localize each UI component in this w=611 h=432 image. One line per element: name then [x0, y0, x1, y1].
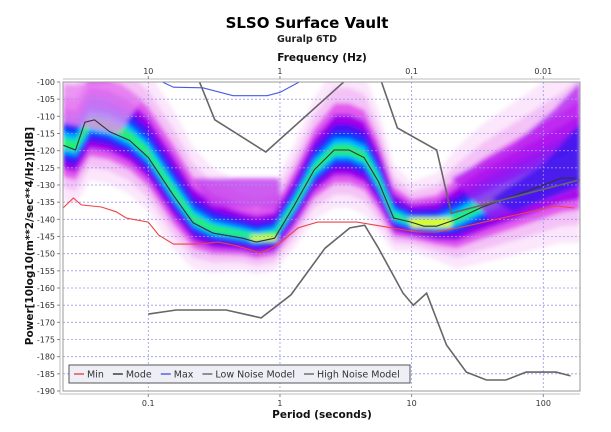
series-max-line	[162, 82, 300, 97]
y-tick-label: -130	[37, 181, 55, 190]
y-tick-label: -105	[37, 95, 55, 104]
y-tick-label: -180	[37, 353, 55, 362]
x2-tick-label: 0.01	[534, 67, 552, 76]
y-tick-label: -125	[37, 164, 55, 173]
legend-mode-label: Mode	[126, 370, 152, 381]
x-tick-label: 100	[536, 399, 551, 408]
y-tick-label: -175	[37, 336, 55, 345]
y-tick-label: -120	[37, 147, 55, 156]
series-lines	[63, 82, 580, 381]
y-tick-label: -155	[37, 267, 55, 276]
legend-low-noise-model-label: Low Noise Model	[215, 370, 295, 381]
x2-tick-label: 0.1	[405, 67, 418, 76]
y-tick-label: -160	[37, 284, 55, 293]
pdf-core-long-period	[490, 123, 580, 213]
y-tick-label: -170	[37, 318, 55, 327]
x-tick-label: 0.1	[142, 399, 155, 408]
legend-high-noise-model-label: High Noise Model	[317, 370, 400, 381]
y-tick-label: -185	[37, 370, 55, 379]
y-tick-label: -110	[37, 112, 55, 121]
pdf-layer-6	[63, 111, 580, 244]
x-tick-label: 1	[277, 399, 282, 408]
y-tick-label: -135	[37, 198, 55, 207]
x2-axis-label: Frequency (Hz)	[277, 52, 367, 64]
series-low-noise-model-line	[148, 224, 571, 381]
legend: Min Mode Max Low Noise Model High Noise Mode…	[68, 364, 411, 384]
legend-max-label: Max	[174, 370, 194, 381]
y-axis-label: Power[10log10(m**2/sec**4/Hz)][dB]	[24, 127, 36, 345]
y-tick-label: -165	[37, 301, 55, 310]
legend-min-label: Min	[87, 370, 104, 381]
series-high-noise-model-line	[198, 82, 345, 153]
y-tick-label: -100	[37, 78, 55, 87]
x-axis-label: Period (seconds)	[272, 409, 372, 421]
chart-title: SLSO Surface Vault	[226, 14, 389, 32]
y-tick-label: -190	[37, 387, 55, 396]
y-tick-label: -145	[37, 233, 55, 242]
x2-tick-label: 10	[143, 67, 153, 76]
legend-box	[68, 364, 411, 384]
pdf-haze-short-period	[63, 82, 143, 134]
pdf-peak-short	[250, 234, 278, 242]
x2-tick-label: 1	[277, 67, 282, 76]
y-tick-label: -150	[37, 250, 55, 259]
chart-subtitle: Guralp 6TD	[277, 34, 337, 45]
pdf-haze-mid	[193, 178, 280, 210]
series-mode-line	[63, 119, 576, 243]
y-tick-label: -115	[37, 130, 55, 139]
grid	[63, 82, 580, 391]
series-min-line	[63, 197, 575, 254]
series-high-noise-model-line	[380, 82, 580, 215]
ticks: -100 -105 -110 -115 -120 -125 -130 -135 -140 -145…	[37, 67, 552, 408]
y-tick-label: -140	[37, 215, 55, 224]
plot-frame	[62, 81, 581, 392]
x-tick-label: 10	[407, 399, 417, 408]
